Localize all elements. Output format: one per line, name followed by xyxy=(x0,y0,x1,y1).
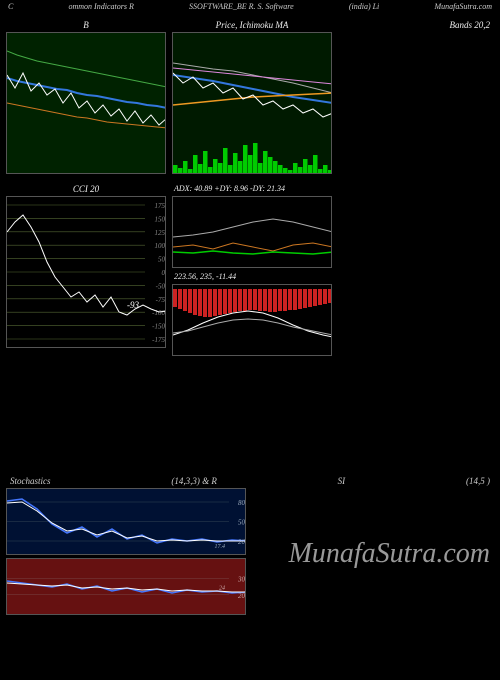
price-ma-panel: Price, Ichimoku MA xyxy=(172,18,332,174)
svg-text:150: 150 xyxy=(155,215,166,223)
bands-label-panel: Bands 20,2 xyxy=(338,18,494,174)
macd-title: 223.56, 235, -11.44 xyxy=(172,270,332,284)
hdr-m2: SSOFTWARE_BE R. S. Software xyxy=(189,2,294,12)
bands-title: Bands 20,2 xyxy=(338,18,494,32)
bollinger-title: B xyxy=(6,18,166,32)
stoch-bot-chart: 302024 xyxy=(6,558,246,615)
adx-title: ADX: 40.89 +DY: 8.96 -DY: 21.34 xyxy=(174,184,285,193)
stoch-panel: 80 50 20 17.4 302024 xyxy=(6,488,246,615)
svg-text:-150: -150 xyxy=(152,323,165,331)
svg-text:125: 125 xyxy=(155,229,166,237)
svg-text:-75: -75 xyxy=(156,296,166,304)
hdr-m1: ommon Indicators R xyxy=(69,2,134,12)
bollinger-chart xyxy=(6,32,166,174)
adx-macd-panel: ADX: 40.89 +DY: 8.96 -DY: 21.34 & MACD 1… xyxy=(172,182,332,356)
svg-text:-93: -93 xyxy=(127,300,139,310)
bollinger-panel: B xyxy=(6,18,166,174)
svg-text:50: 50 xyxy=(158,256,166,264)
spacer xyxy=(0,356,500,476)
svg-text:50: 50 xyxy=(238,519,246,527)
cci-title: CCI 20 xyxy=(6,182,166,196)
macd-chart xyxy=(172,284,332,356)
svg-text:0: 0 xyxy=(162,269,166,277)
stoch-t1: Stochastics xyxy=(10,476,51,486)
price-ma-title: Price, Ichimoku MA xyxy=(172,18,332,32)
stoch-header: Stochastics (14,3,3) & R SI (14,5 ) xyxy=(0,476,500,486)
stoch-t4: (14,5 ) xyxy=(466,476,490,486)
cci-chart: 175150125100500-50-75-100-150-175-93 xyxy=(6,196,166,348)
hdr-m3: (india) Li xyxy=(349,2,379,12)
stoch-t2: (14,3,3) & R xyxy=(171,476,217,486)
svg-text:-175: -175 xyxy=(152,336,165,344)
svg-text:30: 30 xyxy=(237,575,246,583)
cci-panel: CCI 20 175150125100500-50-75-100-150-175… xyxy=(6,182,166,356)
adx-chart xyxy=(172,196,332,268)
svg-text:100: 100 xyxy=(155,242,166,250)
hdr-left: C xyxy=(8,2,13,12)
price-ma-chart xyxy=(172,32,332,174)
svg-text:-50: -50 xyxy=(156,282,166,290)
hdr-right: MunafaSutra.com xyxy=(434,2,492,12)
svg-text:80: 80 xyxy=(238,499,246,507)
stoch-top-chart: 80 50 20 17.4 xyxy=(6,488,246,555)
stoch-t3: SI xyxy=(338,476,346,486)
page-header: C ommon Indicators R SSOFTWARE_BE R. S. … xyxy=(0,0,500,14)
svg-text:17.4: 17.4 xyxy=(215,543,226,550)
svg-text:24: 24 xyxy=(219,584,225,591)
svg-text:175: 175 xyxy=(155,202,166,210)
svg-text:20: 20 xyxy=(238,538,246,546)
